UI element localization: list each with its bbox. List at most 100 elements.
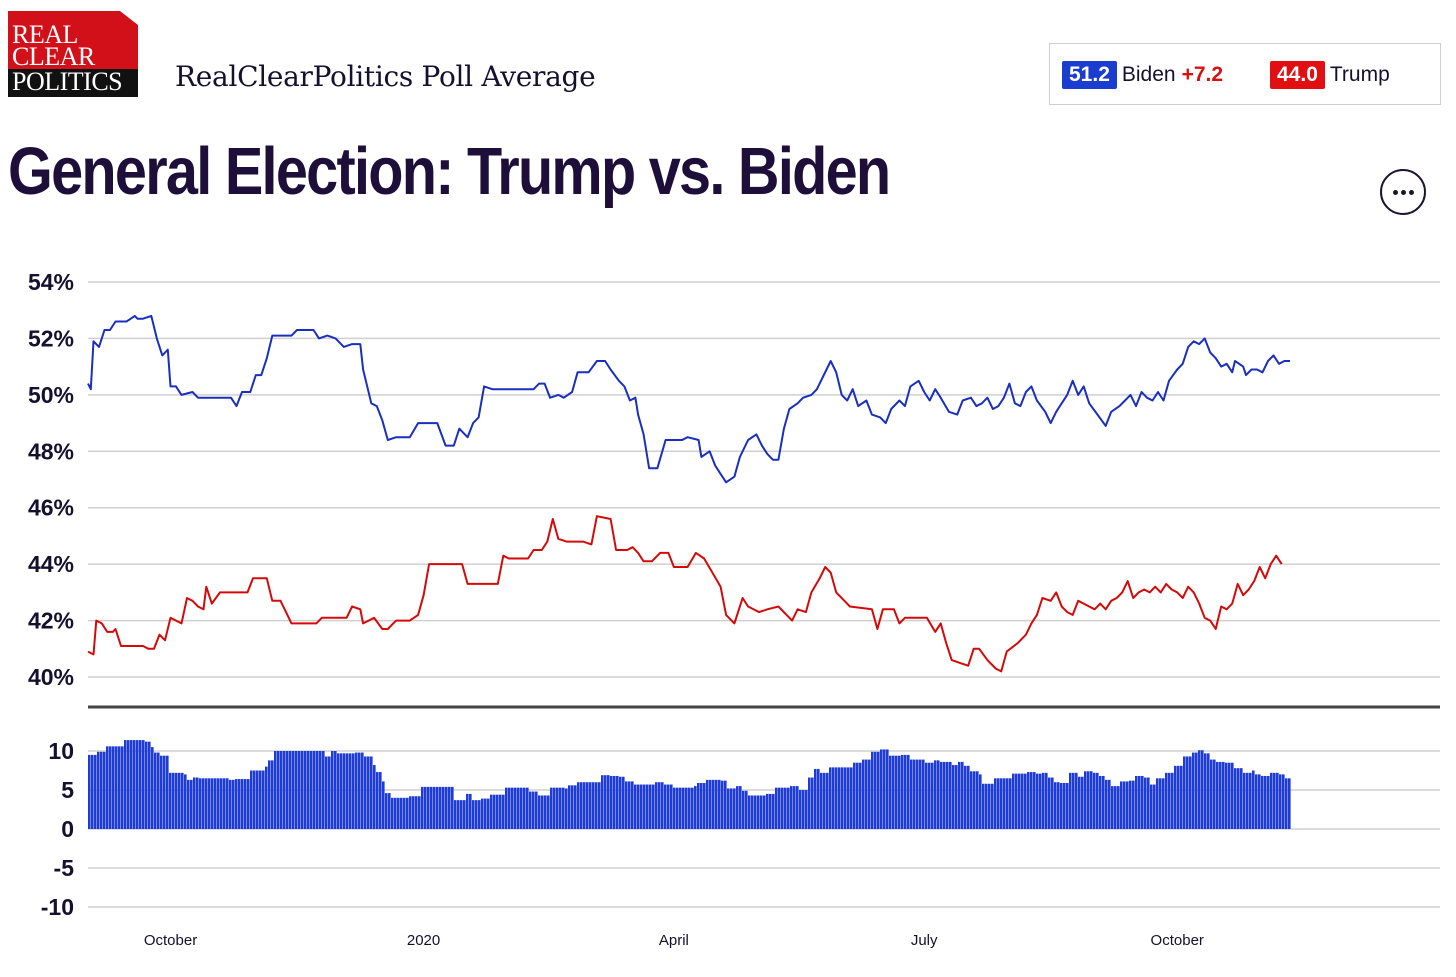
spread-bar[interactable] <box>817 768 820 829</box>
spread-bar[interactable] <box>1249 772 1252 829</box>
spread-bar[interactable] <box>640 784 643 829</box>
spread-bar[interactable] <box>865 759 868 829</box>
spread-bar[interactable] <box>1228 762 1231 829</box>
legend-biden[interactable]: 51.2 Biden +7.2 <box>1062 61 1223 89</box>
spread-bar[interactable] <box>1138 775 1141 829</box>
spread-bar[interactable] <box>199 778 202 829</box>
spread-bar[interactable] <box>160 755 163 829</box>
spread-bar[interactable] <box>901 754 904 829</box>
spread-bar[interactable] <box>829 767 832 829</box>
spread-bar[interactable] <box>967 765 970 829</box>
spread-bar[interactable] <box>1186 756 1189 829</box>
spread-bar[interactable] <box>271 760 274 829</box>
spread-bar[interactable] <box>730 788 733 829</box>
spread-bar[interactable] <box>955 765 958 829</box>
spread-bar[interactable] <box>304 751 307 829</box>
spread-bar[interactable] <box>505 787 508 829</box>
spread-bar[interactable] <box>940 761 943 829</box>
spread-bar[interactable] <box>676 787 679 829</box>
spread-bar[interactable] <box>1183 756 1186 829</box>
spread-bar[interactable] <box>268 760 271 829</box>
spread-bar[interactable] <box>91 754 94 829</box>
spread-bar[interactable] <box>988 783 991 829</box>
spread-bar[interactable] <box>538 795 541 829</box>
spread-bar[interactable] <box>253 770 256 830</box>
spread-bar[interactable] <box>979 774 982 829</box>
spread-bar[interactable] <box>280 751 283 829</box>
spread-bar[interactable] <box>223 778 226 829</box>
spread-bar[interactable] <box>211 778 214 829</box>
spread-bar[interactable] <box>157 752 160 829</box>
spread-bar[interactable] <box>169 772 172 829</box>
spread-bar[interactable] <box>937 760 940 829</box>
spread-bar[interactable] <box>229 779 232 829</box>
spread-bar[interactable] <box>1108 779 1111 829</box>
spread-bar[interactable] <box>1054 782 1057 829</box>
spread-bar[interactable] <box>883 749 886 829</box>
spread-bar[interactable] <box>958 761 961 829</box>
spread-bar[interactable] <box>355 752 358 829</box>
spread-bar[interactable] <box>1201 750 1204 829</box>
spread-bar[interactable] <box>472 800 475 829</box>
spread-bar[interactable] <box>286 751 289 829</box>
spread-bar[interactable] <box>1258 774 1261 829</box>
spread-bar[interactable] <box>325 756 328 829</box>
spread-bar[interactable] <box>775 787 778 829</box>
spread-bar[interactable] <box>769 793 772 829</box>
spread-bar[interactable] <box>856 762 859 829</box>
spread-bar[interactable] <box>1096 772 1099 829</box>
spread-bar[interactable] <box>706 779 709 829</box>
spread-bar[interactable] <box>610 775 613 829</box>
spread-bar[interactable] <box>1099 775 1102 829</box>
spread-bar[interactable] <box>520 787 523 829</box>
spread-bar[interactable] <box>532 791 535 829</box>
spread-bar[interactable] <box>112 746 115 829</box>
spread-bar[interactable] <box>127 740 130 829</box>
spread-bar[interactable] <box>1180 765 1183 829</box>
spread-bar[interactable] <box>604 775 607 829</box>
spread-bar[interactable] <box>1225 762 1228 829</box>
spread-chart-bars[interactable] <box>88 740 1291 829</box>
spread-bar[interactable] <box>997 778 1000 829</box>
spread-bar[interactable] <box>796 786 799 829</box>
spread-bar[interactable] <box>1234 768 1237 829</box>
more-options-button[interactable] <box>1380 169 1426 215</box>
spread-bar[interactable] <box>652 784 655 829</box>
spread-bar[interactable] <box>397 797 400 829</box>
spread-bar[interactable] <box>985 783 988 829</box>
spread-bar[interactable] <box>553 787 556 829</box>
spread-bar[interactable] <box>655 782 658 829</box>
rcp-logo[interactable]: REAL CLEAR POLITICS <box>8 11 138 97</box>
spread-bar[interactable] <box>1252 770 1255 830</box>
spread-bar[interactable] <box>961 761 964 829</box>
spread-bar[interactable] <box>292 751 295 829</box>
spread-bar[interactable] <box>1114 786 1117 829</box>
spread-bar[interactable] <box>595 782 598 829</box>
spread-bar[interactable] <box>433 786 436 829</box>
spread-bar[interactable] <box>1282 774 1285 829</box>
spread-bar[interactable] <box>181 772 184 829</box>
spread-bar[interactable] <box>1237 768 1240 829</box>
spread-bar[interactable] <box>886 749 889 829</box>
spread-bar[interactable] <box>136 740 139 829</box>
spread-bar[interactable] <box>766 793 769 829</box>
spread-bar[interactable] <box>727 788 730 829</box>
spread-bar[interactable] <box>334 751 337 829</box>
spread-bar[interactable] <box>94 754 97 829</box>
spread-bar[interactable] <box>442 786 445 829</box>
spread-bar[interactable] <box>343 753 346 829</box>
spread-bar[interactable] <box>895 755 898 829</box>
spread-bar[interactable] <box>664 784 667 829</box>
spread-bar[interactable] <box>1165 772 1168 829</box>
spread-bar[interactable] <box>598 782 601 829</box>
spread-bar[interactable] <box>247 779 250 829</box>
spread-bar[interactable] <box>565 788 568 829</box>
spread-bar[interactable] <box>154 752 157 829</box>
spread-bar[interactable] <box>1231 762 1234 829</box>
spread-bar[interactable] <box>919 759 922 829</box>
spread-bar[interactable] <box>163 755 166 829</box>
spread-bar[interactable] <box>340 753 343 829</box>
spread-bar[interactable] <box>1195 752 1198 829</box>
spread-bar[interactable] <box>1102 775 1105 829</box>
spread-bar[interactable] <box>1024 773 1027 829</box>
